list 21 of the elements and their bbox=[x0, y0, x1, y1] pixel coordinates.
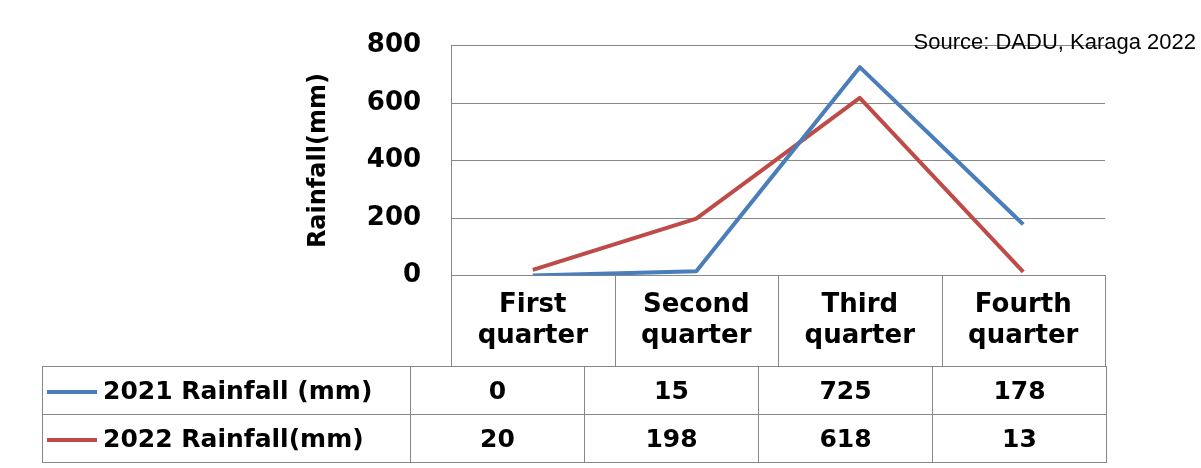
x-tick-label: Third quarter bbox=[804, 287, 916, 350]
data-label: 618 bbox=[758, 414, 933, 463]
legend-label: 2021 Rainfall (mm) bbox=[42, 366, 411, 415]
data-label: 178 bbox=[932, 366, 1107, 415]
legend-label: 2022 Rainfall(mm) bbox=[42, 414, 411, 463]
y-tick-label: 400 bbox=[366, 143, 422, 174]
annotation: Source: DADU, Karaga 2022 bbox=[913, 29, 1196, 55]
data-label: 198 bbox=[584, 414, 759, 463]
y-tick-label: 200 bbox=[366, 200, 422, 231]
y-tick-label: 0 bbox=[402, 258, 422, 289]
data-label: 20 bbox=[410, 414, 585, 463]
data-label: 0 bbox=[410, 366, 585, 415]
x-tick-label: Second quarter bbox=[641, 287, 752, 350]
data-label: 13 bbox=[932, 414, 1107, 463]
y-tick-label: 800 bbox=[366, 28, 422, 59]
data-label: 725 bbox=[758, 366, 933, 415]
x-tick-label: First quarter bbox=[477, 287, 589, 350]
data-label: 15 bbox=[584, 366, 759, 415]
x-tick-label: Fourth quarter bbox=[968, 287, 1079, 350]
y-tick-label: 600 bbox=[366, 85, 422, 116]
y-axis-title: Rainfall(mm) bbox=[302, 73, 331, 249]
